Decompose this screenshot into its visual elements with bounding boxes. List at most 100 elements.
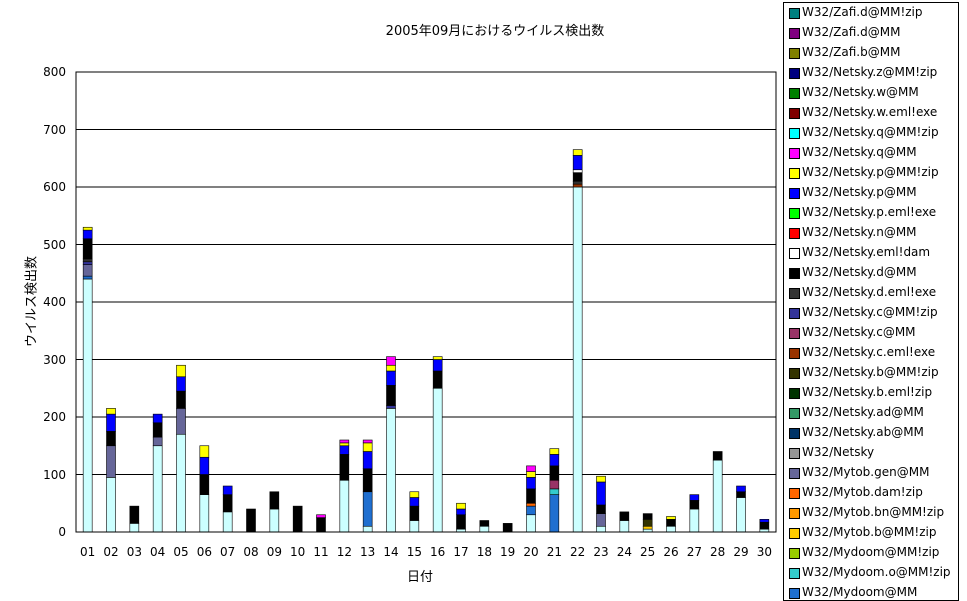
- legend-swatch: [789, 8, 800, 19]
- bar-segment: [316, 514, 326, 518]
- bar-segment: [199, 456, 210, 475]
- legend-swatch: [789, 368, 800, 379]
- y-tick-label: 800: [43, 65, 66, 79]
- bar-segment: [82, 275, 93, 280]
- bar-segment: [572, 169, 583, 173]
- bar-segment: [642, 513, 653, 520]
- bar-segment: [176, 408, 186, 435]
- legend-item: W32/Zafi.d@MM: [784, 23, 958, 43]
- legend-item: W32/Mydoom.o@MM!zip: [784, 563, 958, 583]
- legend-item: W32/Netsky.p.eml!exe: [784, 203, 958, 223]
- legend-swatch: [789, 328, 800, 339]
- legend-label: W32/Netsky.c.eml!exe: [802, 345, 936, 359]
- x-tick-label: 15: [406, 545, 422, 559]
- legend-item: W32/Netsky.ad@MM: [784, 403, 958, 423]
- x-tick-label: 23: [593, 545, 609, 559]
- bar-segment: [689, 494, 700, 501]
- bar-segment: [619, 511, 630, 521]
- legend-item: W32/Zafi.d@MM!zip: [784, 3, 958, 23]
- legend-label: W32/Mydoom.o@MM!zip: [802, 565, 951, 579]
- bar-segment: [526, 488, 536, 504]
- legend-swatch: [789, 448, 800, 459]
- bar-segment: [386, 364, 396, 372]
- legend-item: W32/Netsky.c@MM!zip: [784, 303, 958, 323]
- bar-segment: [362, 451, 373, 470]
- legend-item: W32/Netsky.b.eml!zip: [784, 383, 958, 403]
- legend-item: W32/Netsky.d.eml!exe: [784, 283, 958, 303]
- bar-segment: [526, 514, 536, 533]
- legend-swatch: [789, 588, 800, 599]
- bar-segment: [526, 465, 536, 472]
- legend-swatch: [789, 128, 800, 139]
- bar-segment: [82, 278, 93, 533]
- legend-label: W32/Netsky.ad@MM: [802, 405, 924, 419]
- bar-segment: [339, 454, 350, 481]
- bar-segment: [129, 505, 140, 524]
- legend-item: W32/Netsky.ab@MM: [784, 423, 958, 443]
- bar-segment: [456, 508, 466, 516]
- legend-swatch: [789, 268, 800, 279]
- bar-segment: [432, 370, 443, 389]
- bar-segment: [386, 370, 396, 386]
- legend-item: W32/Mydoom@MM: [784, 583, 958, 600]
- y-tick-label: 500: [43, 237, 66, 252]
- bar-segment: [549, 494, 560, 533]
- x-tick-label: 04: [150, 545, 166, 559]
- legend-swatch: [789, 148, 800, 159]
- legend-item: W32/Netsky.n@MM: [784, 223, 958, 243]
- legend-label: W32/Netsky.p@MM: [802, 185, 917, 199]
- bar-segment: [619, 520, 630, 533]
- x-tick-label: 20: [523, 545, 539, 559]
- bar-segment: [549, 479, 560, 490]
- x-tick-label: 24: [616, 545, 632, 559]
- x-tick-label: 19: [500, 545, 516, 559]
- legend-swatch: [789, 568, 800, 579]
- bar-segment: [572, 149, 583, 156]
- bar-segment: [362, 442, 373, 452]
- bar-segment: [479, 520, 490, 527]
- bar-segment: [666, 525, 676, 533]
- legend-swatch: [789, 428, 800, 439]
- bar-segment: [572, 172, 583, 182]
- x-tick-label: 28: [710, 545, 726, 559]
- legend-item: W32/Netsky.c.eml!exe: [784, 343, 958, 363]
- legend-item: W32/Netsky.z@MM!zip: [784, 63, 958, 83]
- legend-swatch: [789, 28, 800, 39]
- x-tick-label: 05: [173, 545, 189, 559]
- bar-segment: [456, 514, 466, 530]
- bar-segment: [572, 186, 583, 533]
- bar-segment: [596, 475, 606, 483]
- x-tick-label: 01: [80, 545, 96, 559]
- legend-label: W32/Netsky.c@MM!zip: [802, 305, 938, 319]
- bar-segment: [736, 497, 746, 533]
- legend-label: W32/Netsky.w@MM: [802, 85, 919, 99]
- bar-segment: [339, 442, 350, 447]
- bar-segment: [82, 226, 93, 231]
- x-tick-label: 06: [196, 545, 212, 559]
- x-tick-label: 21: [546, 545, 562, 559]
- bar-segment: [339, 445, 350, 455]
- legend-label: W32/Netsky.p.eml!exe: [802, 205, 937, 219]
- x-tick-label: 07: [220, 545, 236, 559]
- legend-swatch: [789, 108, 800, 119]
- x-tick-label: 13: [360, 545, 376, 559]
- legend-label: W32/Netsky.z@MM!zip: [802, 65, 938, 79]
- bar-segment: [222, 511, 233, 533]
- bar-segment: [269, 508, 280, 533]
- bar-segment: [502, 523, 513, 533]
- bar-segment: [409, 505, 420, 521]
- bar-segment: [526, 477, 536, 490]
- bar-segment: [82, 264, 93, 277]
- bar-segment: [339, 439, 350, 444]
- legend-item: W32/Netsky.c@MM: [784, 323, 958, 343]
- bar-segment: [152, 422, 163, 438]
- legend-item: W32/Netsky: [784, 443, 958, 463]
- y-tick-label: 400: [43, 295, 66, 309]
- bar-segment: [152, 436, 163, 447]
- bar-segment: [666, 516, 676, 520]
- legend-swatch: [789, 308, 800, 319]
- legend-swatch: [789, 188, 800, 199]
- legend-item: W32/Mytob.bn@MM!zip: [784, 503, 958, 523]
- bar-segment: [642, 519, 653, 527]
